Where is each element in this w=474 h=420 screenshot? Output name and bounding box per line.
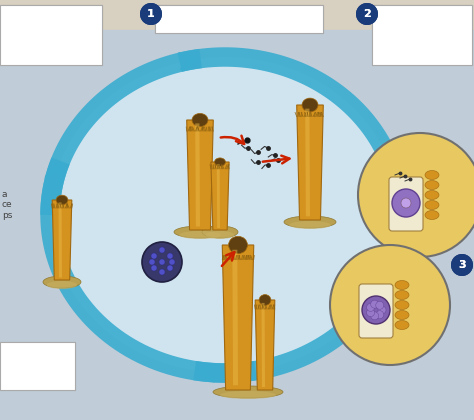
Circle shape	[151, 265, 157, 271]
Ellipse shape	[202, 226, 238, 238]
Ellipse shape	[289, 221, 331, 229]
Circle shape	[392, 189, 420, 217]
FancyBboxPatch shape	[155, 5, 323, 33]
Circle shape	[167, 265, 173, 271]
Ellipse shape	[179, 231, 221, 239]
Circle shape	[362, 296, 390, 324]
Text: 1: 1	[147, 9, 155, 19]
Circle shape	[330, 245, 450, 365]
FancyBboxPatch shape	[372, 5, 472, 65]
Circle shape	[366, 303, 374, 311]
Ellipse shape	[425, 210, 439, 220]
Circle shape	[151, 253, 157, 259]
Circle shape	[159, 269, 165, 275]
Circle shape	[140, 3, 162, 25]
FancyBboxPatch shape	[0, 342, 75, 390]
Circle shape	[378, 306, 386, 314]
FancyBboxPatch shape	[0, 342, 75, 390]
Circle shape	[451, 254, 473, 276]
Ellipse shape	[395, 320, 409, 330]
Polygon shape	[187, 120, 213, 230]
Circle shape	[142, 242, 182, 282]
Ellipse shape	[425, 191, 439, 200]
FancyBboxPatch shape	[155, 5, 323, 33]
FancyBboxPatch shape	[372, 5, 472, 65]
Circle shape	[376, 301, 384, 309]
Circle shape	[159, 247, 165, 253]
Circle shape	[356, 3, 378, 25]
Ellipse shape	[395, 310, 409, 320]
Text: 3: 3	[458, 260, 466, 270]
Ellipse shape	[395, 281, 409, 289]
Ellipse shape	[284, 216, 336, 228]
FancyBboxPatch shape	[389, 177, 423, 231]
Circle shape	[371, 312, 379, 320]
Text: a
ce
ps: a ce ps	[2, 190, 13, 220]
Ellipse shape	[50, 57, 400, 373]
Circle shape	[140, 3, 162, 25]
Text: 2: 2	[363, 9, 371, 19]
Ellipse shape	[56, 195, 68, 205]
Ellipse shape	[395, 300, 409, 310]
Polygon shape	[222, 245, 254, 390]
Ellipse shape	[220, 391, 276, 399]
Circle shape	[376, 311, 384, 319]
FancyBboxPatch shape	[359, 284, 393, 338]
Ellipse shape	[259, 294, 271, 305]
Polygon shape	[211, 162, 229, 230]
Circle shape	[451, 254, 473, 276]
Polygon shape	[52, 200, 72, 280]
Circle shape	[356, 3, 378, 25]
Ellipse shape	[213, 386, 283, 398]
Ellipse shape	[425, 171, 439, 179]
Ellipse shape	[228, 236, 247, 254]
Circle shape	[371, 300, 379, 308]
Polygon shape	[255, 300, 275, 390]
Ellipse shape	[174, 226, 226, 238]
Circle shape	[149, 259, 155, 265]
Circle shape	[159, 259, 165, 265]
Ellipse shape	[395, 291, 409, 299]
Text: 2: 2	[363, 9, 371, 19]
FancyBboxPatch shape	[0, 5, 102, 65]
Circle shape	[366, 309, 374, 317]
Ellipse shape	[206, 231, 235, 239]
Ellipse shape	[47, 281, 77, 289]
Ellipse shape	[425, 181, 439, 189]
Circle shape	[169, 259, 175, 265]
Circle shape	[167, 253, 173, 259]
Ellipse shape	[43, 276, 81, 288]
Circle shape	[401, 198, 411, 208]
Ellipse shape	[302, 98, 318, 112]
Circle shape	[358, 133, 474, 257]
Ellipse shape	[425, 200, 439, 210]
FancyBboxPatch shape	[0, 5, 102, 65]
Text: 3: 3	[458, 260, 466, 270]
Text: 1: 1	[147, 9, 155, 19]
Polygon shape	[297, 105, 323, 220]
Ellipse shape	[215, 158, 226, 166]
Ellipse shape	[192, 113, 208, 126]
